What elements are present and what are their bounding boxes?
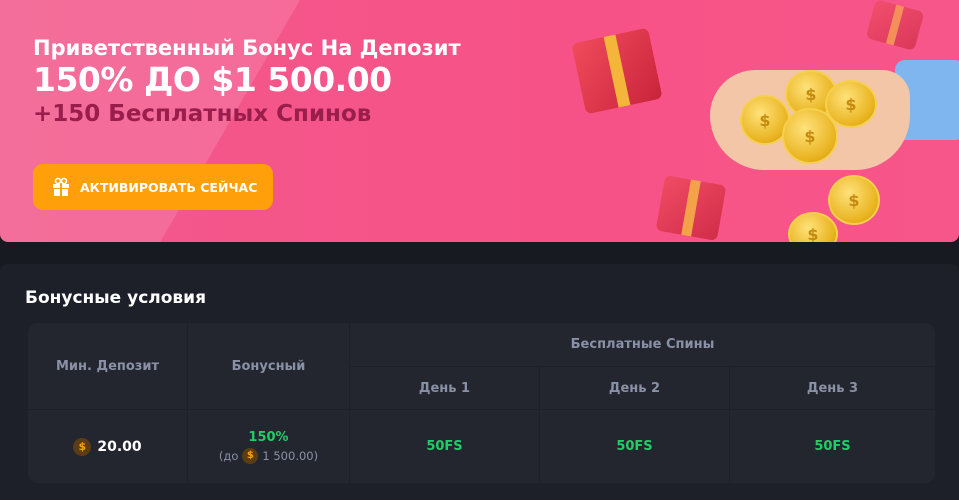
bonus-max-prefix: (до xyxy=(218,448,239,463)
header-min-deposit: Мин. Депозит xyxy=(28,323,188,410)
gift-box-image xyxy=(571,27,663,115)
header-bonus: Бонусный xyxy=(188,323,350,410)
bonus-max-amount: 1 500.00) xyxy=(262,448,319,463)
dollar-coin-icon: $ xyxy=(242,447,259,464)
dollar-coin-icon: $ xyxy=(73,437,92,456)
bonus-value: 150% (до $1 500.00) xyxy=(188,410,350,483)
conditions-title: Бонусные условия xyxy=(25,288,206,308)
day-2-spins: 50FS xyxy=(540,410,730,483)
banner-title: Приветственный Бонус На Депозит xyxy=(33,36,461,60)
activate-button[interactable]: АКТИВИРОВАТЬ СЕЙЧАС xyxy=(33,164,273,210)
coin-image: $ xyxy=(828,175,880,225)
header-day-3: День 3 xyxy=(730,367,935,410)
day-1-spins: 50FS xyxy=(350,410,540,483)
gift-icon xyxy=(53,177,69,196)
bonus-percent: 150% xyxy=(248,429,289,445)
conditions-table: Мин. Депозит Бонусный Бесплатные Спины Д… xyxy=(28,323,935,483)
min-deposit-amount: 20.00 xyxy=(97,438,142,455)
coin-image: $ xyxy=(782,108,838,164)
header-day-2: День 2 xyxy=(540,367,730,410)
coin-image: $ xyxy=(788,212,838,242)
day-3-spins: 50FS xyxy=(814,439,851,454)
banner-amount: 150% ДО $1 500.00 xyxy=(33,60,392,99)
banner-spins: +150 Бесплатных Спинов xyxy=(33,101,372,127)
bonus-max: (до $1 500.00) xyxy=(218,447,319,464)
gift-box-image xyxy=(865,0,925,51)
min-deposit-value: $ 20.00 xyxy=(28,410,188,483)
header-day-1: День 1 xyxy=(350,367,540,410)
gift-box-image xyxy=(655,175,727,241)
coin-image: $ xyxy=(825,80,877,128)
activate-label: АКТИВИРОВАТЬ СЕЙЧАС xyxy=(80,179,258,195)
header-free-spins: Бесплатные Спины xyxy=(350,323,935,367)
promo-banner: Приветственный Бонус На Депозит 150% ДО … xyxy=(0,0,959,242)
